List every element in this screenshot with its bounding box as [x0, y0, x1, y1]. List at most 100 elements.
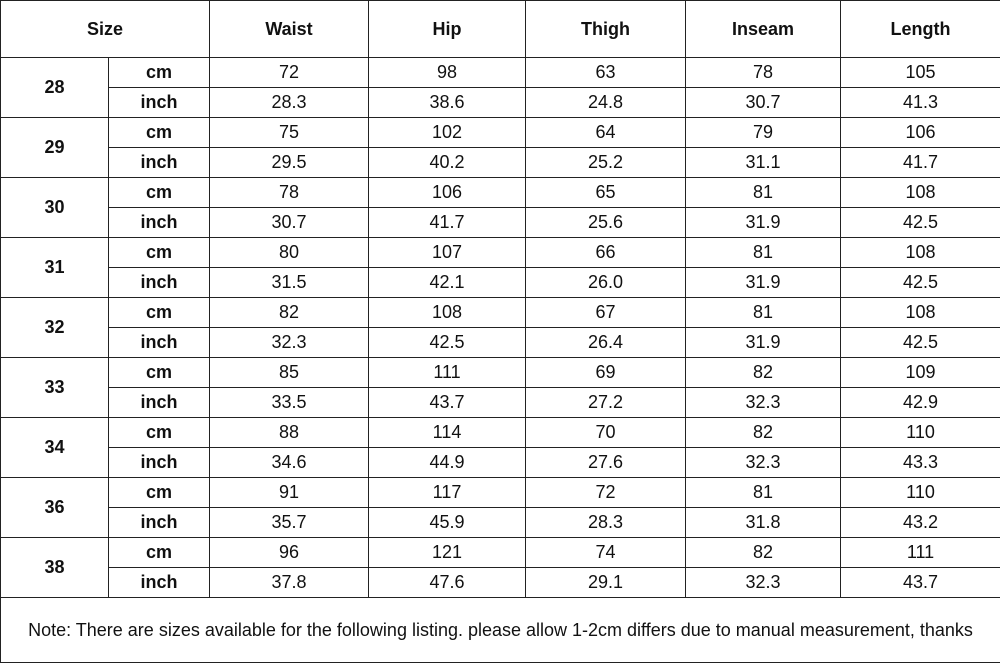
size-cell: 31 — [0, 237, 109, 298]
unit-cell: inch — [108, 267, 210, 298]
table-row: 33 cm 85 111 69 82 109 — [0, 357, 1000, 418]
size-cell: 33 — [0, 357, 109, 418]
value-cell: 42.5 — [368, 327, 526, 358]
value-cell: 32.3 — [685, 387, 841, 418]
value-cell: 28.3 — [209, 87, 369, 118]
value-cell: 102 — [368, 117, 526, 148]
header-cell: Thigh — [525, 0, 686, 58]
table-row: inch 34.6 44.9 27.6 32.3 43.3 — [1, 447, 1000, 478]
value-cell: 88 — [209, 417, 369, 448]
value-cell: 43.7 — [368, 387, 526, 418]
unit-cell: cm — [108, 357, 210, 388]
unit-cell: cm — [108, 57, 210, 88]
value-cell: 79 — [685, 117, 841, 148]
value-cell: 108 — [840, 297, 1000, 328]
value-cell: 106 — [368, 177, 526, 208]
unit-cell: inch — [108, 387, 210, 418]
table-row: 36 cm 91 117 72 81 110 — [0, 477, 1000, 538]
value-cell: 75 — [209, 117, 369, 148]
value-cell: 81 — [685, 237, 841, 268]
value-cell: 81 — [685, 477, 841, 508]
value-cell: 43.7 — [840, 567, 1000, 598]
value-cell: 121 — [368, 537, 526, 568]
value-cell: 42.5 — [840, 207, 1000, 238]
value-cell: 106 — [840, 117, 1000, 148]
value-cell: 31.9 — [685, 327, 841, 358]
value-cell: 108 — [840, 177, 1000, 208]
value-cell: 31.8 — [685, 507, 841, 538]
value-cell: 107 — [368, 237, 526, 268]
value-cell: 82 — [685, 537, 841, 568]
value-cell: 35.7 — [209, 507, 369, 538]
value-cell: 74 — [525, 537, 686, 568]
value-cell: 78 — [209, 177, 369, 208]
value-cell: 72 — [209, 57, 369, 88]
value-cell: 85 — [209, 357, 369, 388]
value-cell: 26.4 — [525, 327, 686, 358]
header-row: Size Waist Hip Thigh Inseam Length — [0, 0, 1000, 58]
header-cell: Hip — [368, 0, 526, 58]
unit-cell: cm — [108, 117, 210, 148]
value-cell: 38.6 — [368, 87, 526, 118]
value-cell: 41.3 — [840, 87, 1000, 118]
value-cell: 42.5 — [840, 267, 1000, 298]
header-cell: Size — [0, 0, 210, 58]
value-cell: 108 — [840, 237, 1000, 268]
value-cell: 31.9 — [685, 267, 841, 298]
unit-cell: cm — [108, 297, 210, 328]
value-cell: 41.7 — [840, 147, 1000, 178]
unit-cell: cm — [108, 417, 210, 448]
table-row: 29 cm 75 102 64 79 106 — [0, 117, 1000, 178]
size-cell: 36 — [0, 477, 109, 538]
value-cell: 42.1 — [368, 267, 526, 298]
value-cell: 25.2 — [525, 147, 686, 178]
value-cell: 108 — [368, 297, 526, 328]
value-cell: 91 — [209, 477, 369, 508]
table-row: inch 31.5 42.1 26.0 31.9 42.5 — [1, 267, 1000, 298]
value-cell: 80 — [209, 237, 369, 268]
table-row: 28 cm 72 98 63 78 105 — [0, 57, 1000, 118]
unit-cell: cm — [108, 477, 210, 508]
unit-cell: inch — [108, 447, 210, 478]
value-cell: 111 — [368, 357, 526, 388]
value-cell: 82 — [685, 357, 841, 388]
value-cell: 110 — [840, 477, 1000, 508]
size-cell: 29 — [0, 117, 109, 178]
size-cell: 34 — [0, 417, 109, 478]
table-row: inch 35.7 45.9 28.3 31.8 43.2 — [1, 507, 1000, 538]
unit-cell: inch — [108, 147, 210, 178]
unit-cell: cm — [108, 237, 210, 268]
value-cell: 27.6 — [525, 447, 686, 478]
size-cell: 30 — [0, 177, 109, 238]
value-cell: 81 — [685, 177, 841, 208]
value-cell: 96 — [209, 537, 369, 568]
value-cell: 45.9 — [368, 507, 526, 538]
value-cell: 66 — [525, 237, 686, 268]
value-cell: 109 — [840, 357, 1000, 388]
value-cell: 29.1 — [525, 567, 686, 598]
value-cell: 70 — [525, 417, 686, 448]
value-cell: 114 — [368, 417, 526, 448]
value-cell: 43.2 — [840, 507, 1000, 538]
value-cell: 64 — [525, 117, 686, 148]
value-cell: 29.5 — [209, 147, 369, 178]
value-cell: 42.9 — [840, 387, 1000, 418]
value-cell: 30.7 — [209, 207, 369, 238]
value-cell: 105 — [840, 57, 1000, 88]
value-cell: 34.6 — [209, 447, 369, 478]
unit-cell: inch — [108, 567, 210, 598]
value-cell: 25.6 — [525, 207, 686, 238]
value-cell: 42.5 — [840, 327, 1000, 358]
value-cell: 98 — [368, 57, 526, 88]
size-cell: 38 — [0, 537, 109, 598]
unit-cell: inch — [108, 507, 210, 538]
value-cell: 26.0 — [525, 267, 686, 298]
value-cell: 31.5 — [209, 267, 369, 298]
unit-cell: cm — [108, 537, 210, 568]
value-cell: 110 — [840, 417, 1000, 448]
table-body: 28 cm 72 98 63 78 105 inch 28.3 38.6 24.8 30.7 41.3 2… — [0, 57, 1000, 663]
value-cell: 111 — [840, 537, 1000, 568]
table-row: inch 30.7 41.7 25.6 31.9 42.5 — [1, 207, 1000, 238]
